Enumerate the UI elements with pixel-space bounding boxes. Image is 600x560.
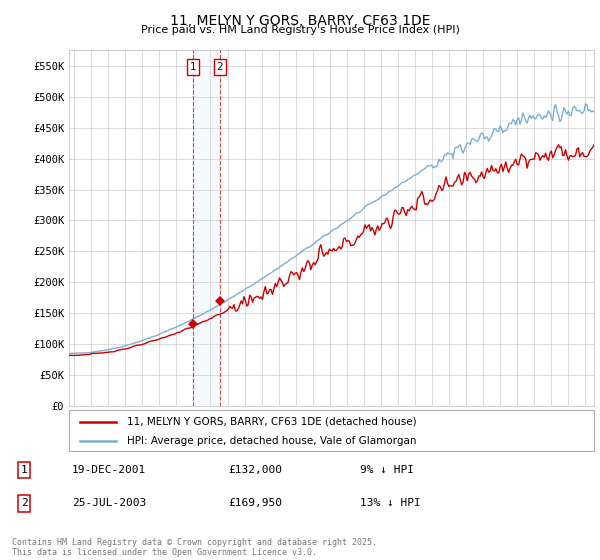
Text: 2: 2 (217, 62, 223, 72)
Text: Contains HM Land Registry data © Crown copyright and database right 2025.
This d: Contains HM Land Registry data © Crown c… (12, 538, 377, 557)
Bar (193, 50, 220, 406)
Text: 11, MELYN Y GORS, BARRY, CF63 1DE (detached house): 11, MELYN Y GORS, BARRY, CF63 1DE (detac… (127, 417, 416, 427)
Text: Price paid vs. HM Land Registry's House Price Index (HPI): Price paid vs. HM Land Registry's House … (140, 25, 460, 35)
Text: £132,000: £132,000 (228, 465, 282, 475)
Text: 2: 2 (20, 498, 28, 508)
Text: £169,950: £169,950 (228, 498, 282, 508)
Text: 25-JUL-2003: 25-JUL-2003 (72, 498, 146, 508)
Text: 19-DEC-2001: 19-DEC-2001 (72, 465, 146, 475)
Text: 11, MELYN Y GORS, BARRY, CF63 1DE: 11, MELYN Y GORS, BARRY, CF63 1DE (170, 14, 430, 28)
Text: 9% ↓ HPI: 9% ↓ HPI (360, 465, 414, 475)
Text: 13% ↓ HPI: 13% ↓ HPI (360, 498, 421, 508)
Text: 1: 1 (20, 465, 28, 475)
FancyBboxPatch shape (69, 410, 594, 451)
Text: HPI: Average price, detached house, Vale of Glamorgan: HPI: Average price, detached house, Vale… (127, 436, 416, 446)
Text: 1: 1 (190, 62, 196, 72)
